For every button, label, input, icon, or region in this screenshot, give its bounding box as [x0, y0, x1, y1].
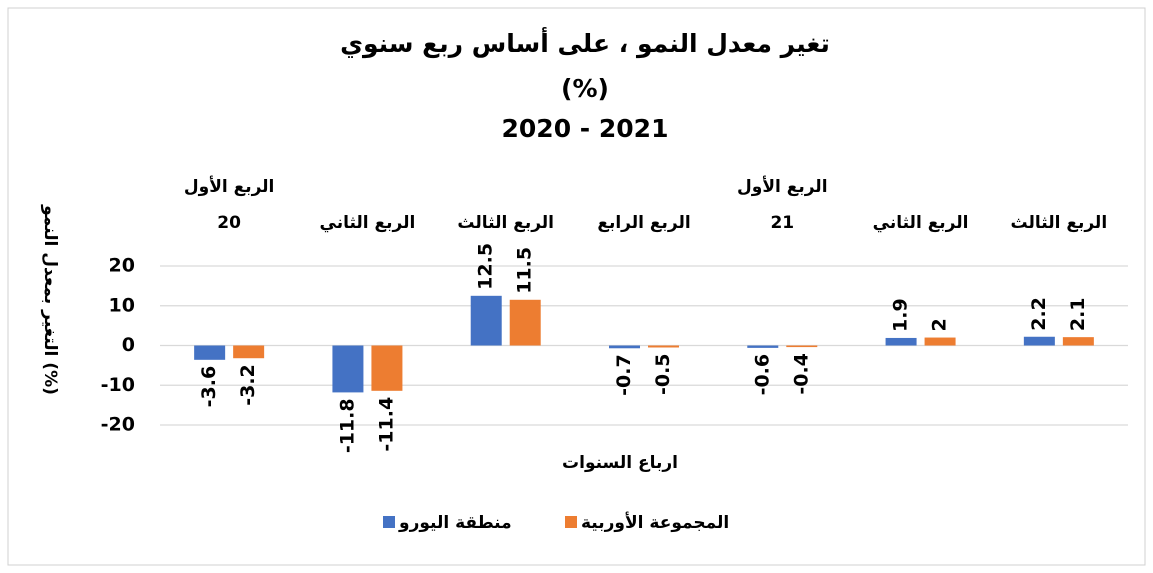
bar	[509, 299, 541, 346]
value-label: -11.4	[375, 397, 397, 452]
category-label: 20	[217, 213, 241, 233]
value-label: 2.2	[1028, 297, 1050, 331]
bar	[371, 345, 403, 391]
bar	[470, 295, 502, 346]
category-label: 21	[770, 213, 794, 233]
bar	[332, 345, 364, 393]
value-label: 2.1	[1067, 297, 1089, 331]
bar	[609, 345, 640, 349]
bar	[648, 345, 679, 348]
value-label: -11.8	[336, 398, 358, 453]
chart-title: 2020 - 2021	[502, 114, 669, 143]
legend-label: منطقة اليورو	[398, 513, 512, 533]
chart-title: (%)	[561, 74, 609, 103]
bar	[786, 345, 818, 348]
y-tick-label: -10	[101, 374, 135, 396]
bar	[233, 345, 265, 359]
x-axis-label: ارباع السنوات	[562, 453, 678, 473]
category-label: الربع الثاني	[320, 213, 416, 233]
category-label: الربع الرابع	[597, 213, 690, 233]
value-label: -0.6	[751, 354, 773, 396]
chart-title: تغير معدل النمو ، على أساس ربع سنوي	[340, 27, 830, 59]
value-label: -0.7	[613, 354, 635, 396]
y-axis-label: التغير بمعدل النمو (%)	[40, 204, 60, 395]
chart-border	[7, 7, 1146, 566]
value-label: 2	[929, 318, 951, 331]
legend-label: المجموعة الأوربية	[581, 512, 729, 533]
category-label: الربع الثالث	[1011, 213, 1108, 233]
value-label: -0.5	[652, 353, 674, 395]
value-label: 12.5	[475, 243, 497, 290]
y-tick-label: -20	[101, 414, 135, 436]
value-label: -3.2	[237, 364, 259, 406]
bar	[1023, 336, 1055, 346]
bar	[885, 337, 917, 346]
category-label: الربع الأول	[737, 176, 828, 197]
y-tick-label: 10	[109, 294, 135, 316]
category-label: الربع الثاني	[873, 213, 969, 233]
value-label: -0.4	[790, 353, 812, 395]
category-label: الربع الأول	[184, 176, 275, 197]
bar	[1062, 337, 1094, 346]
bar	[924, 337, 956, 346]
y-tick-label: 0	[122, 334, 135, 356]
bar	[747, 345, 779, 348]
legend-swatch	[565, 516, 577, 528]
value-label: 1.9	[890, 298, 912, 332]
y-tick-label: 20	[109, 255, 135, 277]
legend-swatch	[383, 516, 395, 528]
bar	[194, 345, 226, 360]
value-label: -3.6	[198, 366, 220, 408]
value-label: 11.5	[514, 247, 536, 294]
category-label: الربع الثالث	[457, 213, 554, 233]
